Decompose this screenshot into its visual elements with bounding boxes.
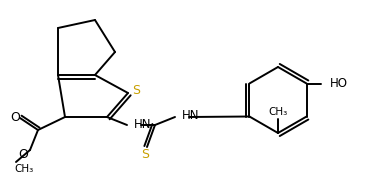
Text: O: O — [18, 148, 28, 162]
Text: CH₃: CH₃ — [14, 164, 33, 174]
Text: HN: HN — [134, 119, 151, 131]
Text: S: S — [141, 148, 149, 162]
Text: HO: HO — [330, 77, 347, 90]
Text: CH₃: CH₃ — [268, 107, 288, 117]
Text: O: O — [10, 111, 20, 123]
Text: HN: HN — [182, 108, 199, 122]
Text: S: S — [132, 84, 140, 96]
